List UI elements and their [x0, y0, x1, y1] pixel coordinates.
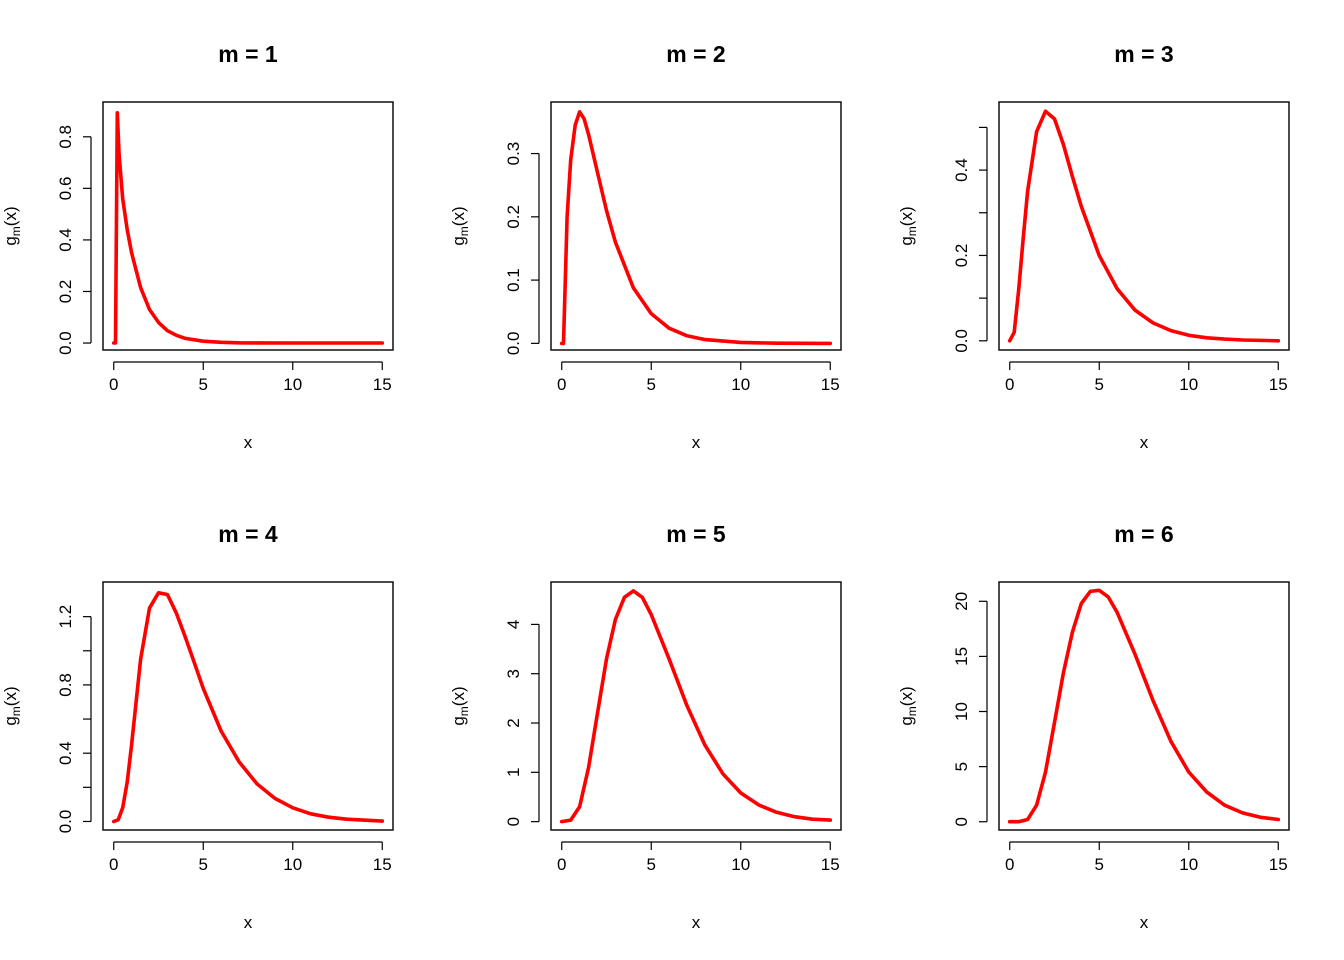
y-axis-label: gm(x): [449, 686, 471, 725]
x-tick-label: 0: [1005, 375, 1014, 394]
chart-panel-2: m = 2 0 5 10 15 x 0.0 0.1 0.2 0.3 gm(x): [449, 41, 842, 452]
x-tick-label: 15: [1269, 855, 1288, 874]
y-axis-label: gm(x): [897, 206, 919, 245]
x-tick-label: 5: [199, 855, 208, 874]
x-axis-label: x: [692, 433, 701, 452]
y-tick-label: 0: [504, 817, 523, 826]
y-tick-label: 0.2: [504, 205, 523, 229]
plot-frame: [998, 101, 1290, 351]
y-tick-label: 0.0: [56, 331, 75, 355]
y-tick-label: 0.6: [56, 177, 75, 201]
y-tick-label: 0.3: [504, 142, 523, 166]
y-axis-label: gm(x): [897, 686, 919, 725]
x-tick-label: 10: [731, 855, 750, 874]
chart-panel-6: m = 6 0 5 10 15 x 0 5 10 15 20 gm(x): [897, 521, 1290, 932]
y-tick-label: 0.8: [56, 125, 75, 149]
density-curve: [1007, 109, 1281, 343]
plot-frame: [998, 581, 1290, 831]
x-tick-label: 10: [731, 375, 750, 394]
y-tick-label: 5: [952, 762, 971, 771]
x-tick-label: 10: [1179, 855, 1198, 874]
chart-title: m = 5: [666, 521, 726, 547]
y-tick-label: 0.4: [56, 741, 75, 765]
x-tick-label: 5: [647, 855, 656, 874]
y-tick-label: 3: [504, 669, 523, 678]
x-axis-label: x: [1140, 913, 1149, 932]
x-tick-label: 15: [1269, 375, 1288, 394]
chart-title: m = 4: [218, 521, 278, 547]
x-axis-label: x: [244, 433, 253, 452]
density-curve: [111, 590, 385, 824]
density-curve: [111, 111, 385, 345]
x-tick-label: 0: [557, 375, 566, 394]
chart-title: m = 2: [666, 41, 725, 67]
density-curve: [1007, 588, 1281, 824]
y-tick-label: 10: [952, 702, 971, 721]
y-tick-label: 0.2: [56, 280, 75, 304]
x-tick-label: 10: [1179, 375, 1198, 394]
chart-panel-4: m = 4 0 5 10 15 x 0.0 0.4 0.8 1.2 gm(x): [1, 521, 394, 932]
y-tick-label: 0.2: [952, 244, 971, 268]
chart-title: m = 1: [218, 41, 278, 67]
y-tick-label: 15: [952, 647, 971, 666]
chart-title: m = 6: [1114, 521, 1173, 547]
x-tick-label: 5: [1095, 375, 1104, 394]
y-tick-label: 0.4: [952, 158, 971, 182]
y-axis-label: gm(x): [449, 206, 471, 245]
y-tick-label: 2: [504, 718, 523, 727]
y-tick-label: 0.4: [56, 228, 75, 252]
x-tick-label: 5: [199, 375, 208, 394]
x-tick-label: 15: [373, 855, 392, 874]
chart-panel-5: m = 5 0 5 10 15 x 0 1 2 3 4 gm(x): [449, 521, 842, 932]
chart-panel-1: m = 1 0 5 10 15 x 0.0 0.2 0.4 0.6 0.8 gm(x): [1, 41, 394, 452]
y-axis-label: gm(x): [1, 206, 23, 245]
x-tick-label: 5: [1095, 855, 1104, 874]
x-axis-label: x: [1140, 433, 1149, 452]
x-axis-label: x: [244, 913, 253, 932]
plot-frame: [550, 581, 842, 831]
y-tick-label: 0.0: [504, 332, 523, 356]
density-curve: [559, 589, 833, 824]
y-tick-label: 4: [504, 620, 523, 629]
y-tick-label: 0.8: [56, 673, 75, 697]
chart-title: m = 3: [1114, 41, 1173, 67]
x-tick-label: 15: [821, 855, 840, 874]
plot-frame: [102, 581, 394, 831]
chart-panel-3: m = 3 0 5 10 15 x 0.0 0.2 0.4 gm(x): [897, 41, 1290, 452]
y-tick-label: 20: [952, 592, 971, 611]
x-tick-label: 0: [109, 855, 118, 874]
y-axis-label: gm(x): [1, 686, 23, 725]
y-tick-label: 0.0: [952, 329, 971, 353]
density-curve: [559, 110, 833, 346]
x-tick-label: 15: [821, 375, 840, 394]
y-tick-label: 0.0: [56, 810, 75, 834]
x-axis-label: x: [692, 913, 701, 932]
x-tick-label: 0: [1005, 855, 1014, 874]
y-tick-label: 0.1: [504, 268, 523, 292]
plot-frame: [102, 101, 394, 351]
x-tick-label: 10: [283, 375, 302, 394]
y-tick-label: 0: [952, 817, 971, 826]
y-tick-label: 1: [504, 768, 523, 777]
x-tick-label: 10: [283, 855, 302, 874]
y-tick-label: 1.2: [56, 605, 75, 629]
x-tick-label: 0: [557, 855, 566, 874]
x-tick-label: 0: [109, 375, 118, 394]
x-tick-label: 5: [647, 375, 656, 394]
x-tick-label: 15: [373, 375, 392, 394]
plot-frame: [550, 101, 842, 351]
